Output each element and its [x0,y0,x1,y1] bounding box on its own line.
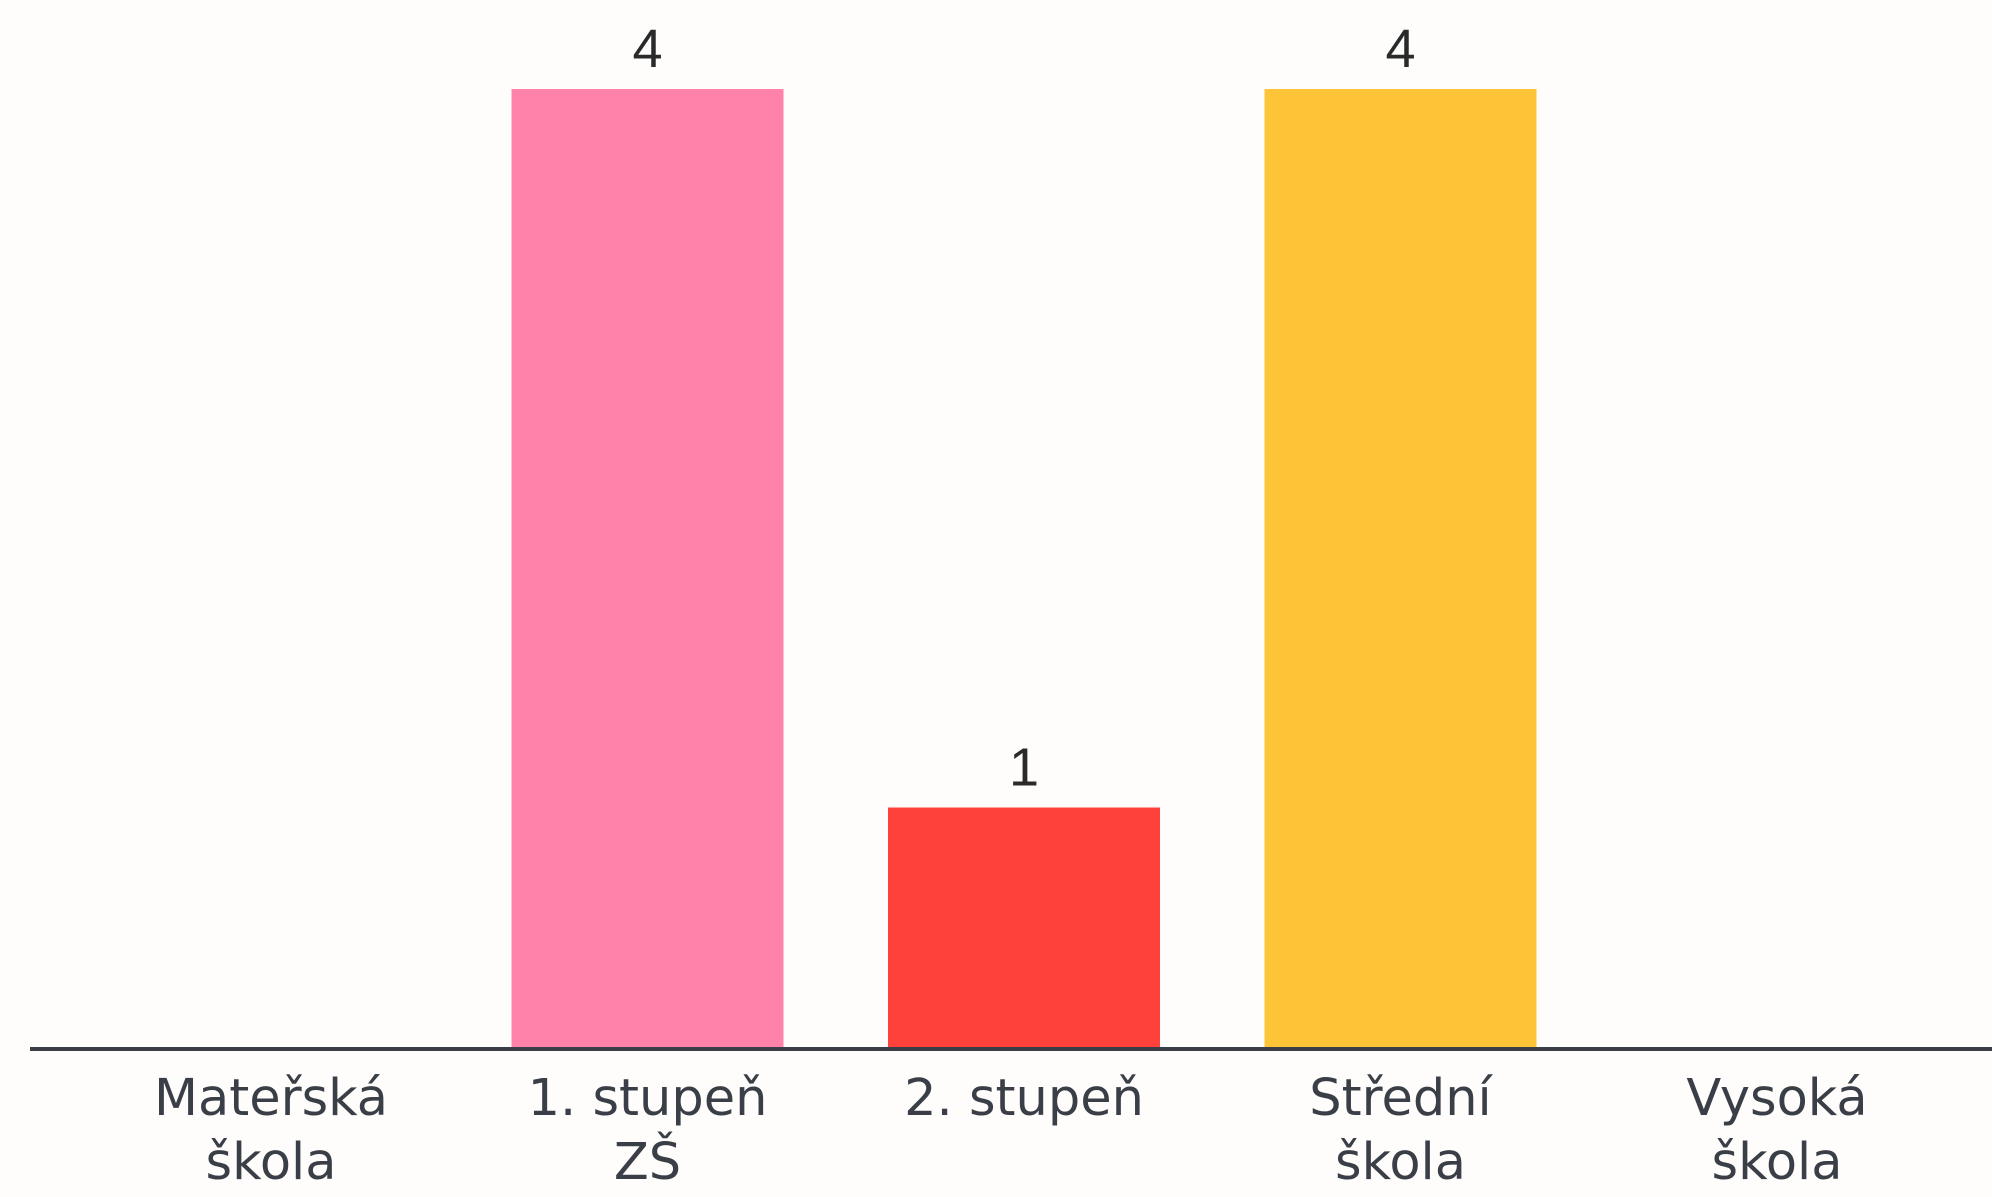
x-tick-label-3-line-0: Střední [1309,1069,1493,1128]
x-tick-label-0-line-0: Mateřská [154,1069,388,1128]
x-tick-label-2: 2. stupeň [904,1069,1144,1128]
bar-3 [1264,89,1537,1047]
data-label-1: 4 [632,19,662,79]
x-tick-label-3: Střední škola [1309,1069,1493,1192]
x-tick-label-0-line-1: škola [206,1133,337,1192]
x-tick-label-0: Mateřská škola [154,1069,388,1192]
value-labels-group: 4 1 4 [632,19,1415,798]
bar-1 [511,89,784,1047]
bars-group [511,89,1537,1047]
x-tick-label-3-line-1: škola [1335,1133,1466,1192]
x-tick-label-4: Vysoká škola [1686,1069,1867,1192]
x-tick-label-1-line-1: ZŠ [614,1130,681,1192]
x-tick-label-4-line-1: škola [1712,1133,1843,1192]
bar-2 [888,807,1160,1047]
x-tick-label-1-line-0: 1. stupeň [528,1069,768,1128]
x-tick-label-1: 1. stupeň ZŠ [528,1069,768,1192]
x-tick-label-4-line-0: Vysoká [1686,1069,1867,1128]
data-label-2: 1 [1009,738,1039,798]
data-label-3: 4 [1385,19,1415,79]
x-tick-label-2-line-0: 2. stupeň [904,1069,1144,1128]
